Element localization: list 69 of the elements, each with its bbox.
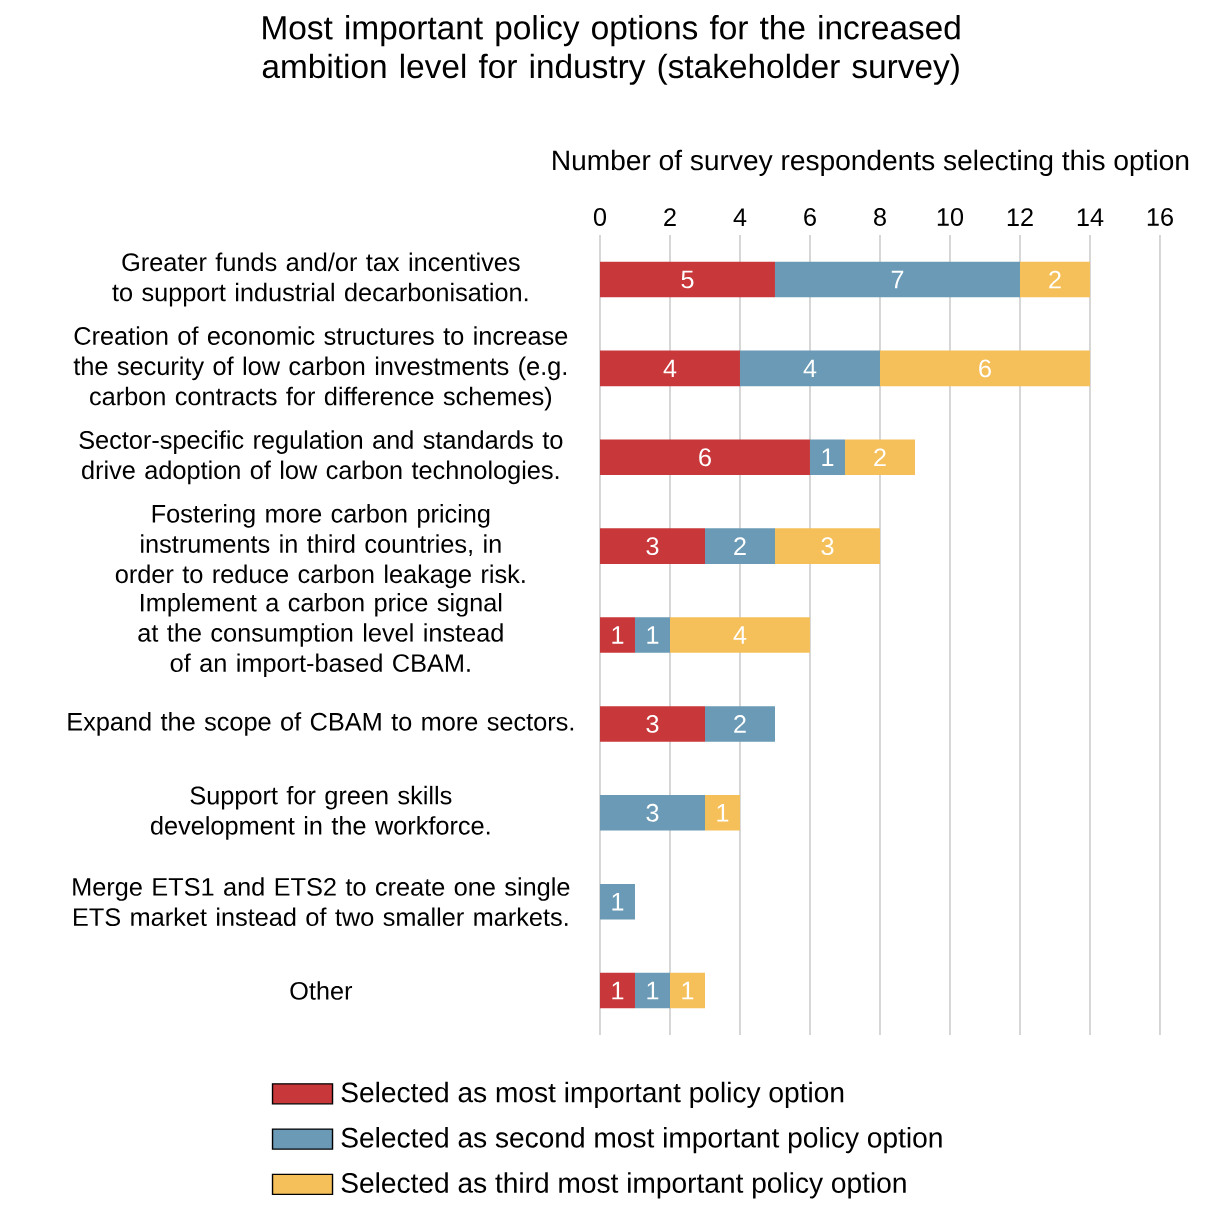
data-label: 5 — [681, 270, 694, 289]
x-tick-label: 4 — [733, 208, 747, 226]
data-label: 1 — [612, 626, 624, 644]
bar — [599, 439, 810, 476]
bar — [599, 883, 635, 920]
x-tick-label: 8 — [874, 208, 886, 226]
x-tick-label: 14 — [1077, 208, 1104, 226]
data-label: 2 — [1049, 270, 1061, 289]
bar — [634, 617, 670, 653]
legend-label: Selected as second most important policy option — [341, 1127, 942, 1154]
data-label: 3 — [646, 537, 659, 556]
bar — [599, 350, 740, 387]
data-label: 7 — [891, 270, 904, 289]
bar — [599, 706, 705, 742]
x-axis-title: Number of survey respondents selecting this option — [553, 149, 1189, 176]
data-label: 3 — [646, 714, 659, 733]
data-label: 4 — [803, 359, 817, 378]
data-label: 6 — [699, 448, 711, 467]
x-tick-label: 6 — [804, 208, 816, 226]
y-tick-label: Merge ETS1 and ETS2 to create one single ETS market instead of two smaller markets. — [73, 877, 570, 927]
bar — [599, 972, 635, 1009]
data-label: 2 — [874, 448, 886, 467]
data-label: 3 — [821, 537, 834, 556]
x-tick-label: 0 — [593, 208, 607, 226]
data-label: 2 — [734, 537, 746, 555]
y-tick-label: Implement a carbon price signal at the consumption level instead of an import-based CBAM. — [138, 592, 503, 678]
y-tick-label: Sector-specific regulation and standards to drive adoption of low carbon technologies. — [79, 430, 563, 485]
x-tick-label: 12 — [1007, 208, 1033, 226]
data-label: 3 — [646, 803, 659, 822]
bar — [705, 528, 775, 564]
data-label: 1 — [717, 804, 729, 822]
data-label: 4 — [663, 359, 677, 378]
bar — [634, 972, 670, 1009]
y-tick-label: Greater funds and/or tax incentives to support industrial decarbonisation. — [112, 252, 528, 307]
data-label: 1 — [822, 448, 834, 466]
data-label: 1 — [612, 892, 624, 911]
bar — [599, 795, 705, 831]
bar — [774, 261, 1020, 298]
y-tick-label: Fostering more carbon pricing instruments in third countries, in order to reduce carbon leakage risk. — [115, 504, 525, 589]
data-label: 2 — [734, 715, 746, 733]
data-label: 1 — [612, 981, 624, 1000]
data-label: 1 — [647, 626, 659, 644]
legend-label: Selected as third most important policy option — [341, 1172, 906, 1199]
y-tick-label: Support for green skills development in the workforce. — [151, 785, 490, 840]
bar — [739, 350, 880, 387]
bar — [599, 528, 705, 564]
data-label: 1 — [682, 981, 694, 1000]
bar — [705, 795, 740, 831]
bar — [879, 350, 1090, 387]
bar — [705, 706, 775, 742]
legend-label: Selected as most important policy option — [341, 1081, 844, 1108]
data-label: 4 — [733, 626, 747, 644]
y-tick-label: Other — [290, 981, 353, 1000]
chart-title: Most important policy options for the increased ambition level for industry (stakeholder survey) — [262, 15, 960, 85]
bar — [774, 528, 880, 564]
x-tick-label: 16 — [1147, 208, 1173, 226]
bar — [599, 261, 775, 298]
data-label: 1 — [647, 981, 659, 1000]
data-label: 6 — [979, 359, 991, 378]
bar — [669, 617, 810, 653]
bar — [669, 972, 705, 1009]
x-tick-label: 10 — [937, 208, 964, 226]
y-tick-label: Creation of economic structures to increase the security of low carbon investments (e.g. carbon contracts for difference schemes) — [73, 326, 568, 411]
bar — [809, 439, 845, 476]
x-tick-label: 2 — [664, 208, 676, 226]
y-tick-label: Expand the scope of CBAM to more sectors. — [68, 712, 574, 736]
bar — [1019, 261, 1090, 298]
bar — [599, 617, 635, 653]
bar — [844, 439, 915, 476]
